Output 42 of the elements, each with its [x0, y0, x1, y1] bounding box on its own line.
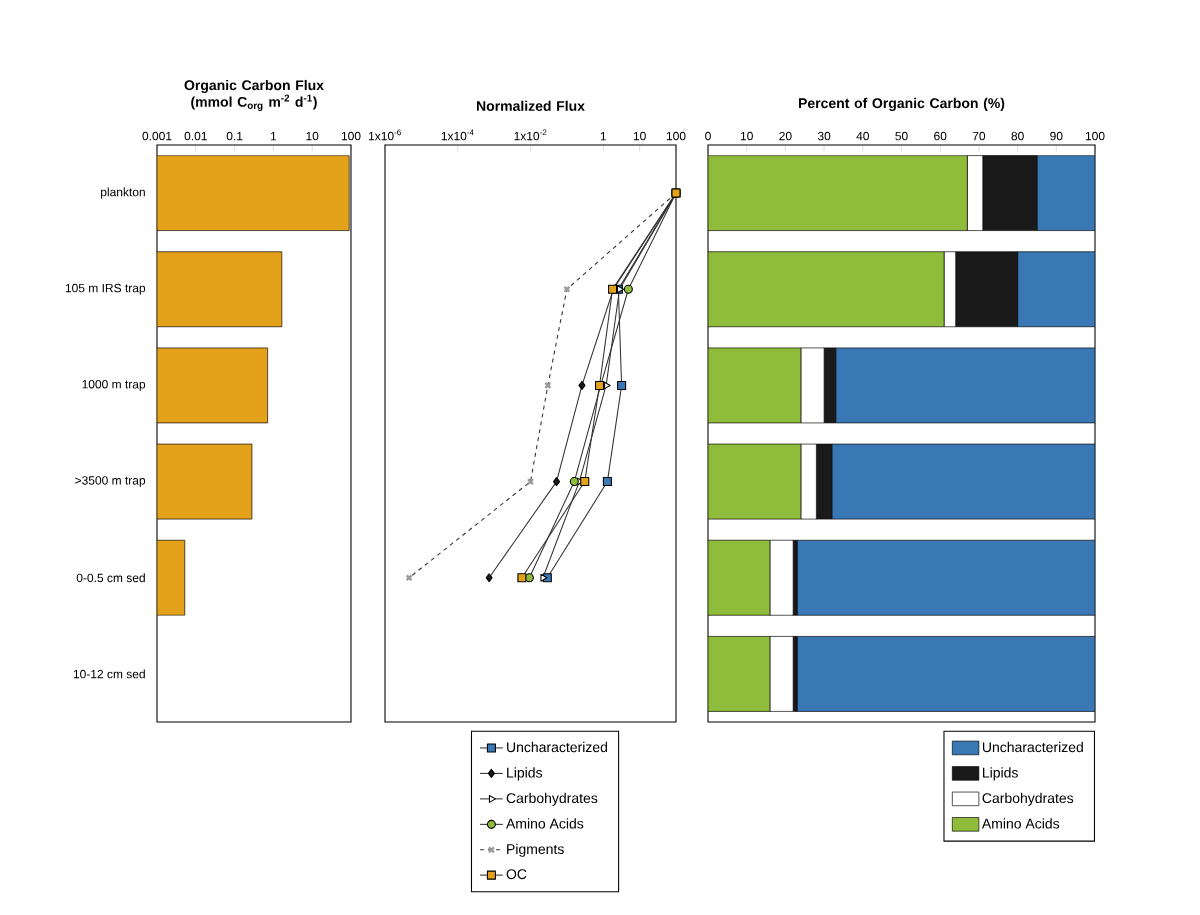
x-tick-label: 1x10$^{-6}$	[369, 129, 401, 141]
y-tick-label: 0-0.5 cm sed	[76, 573, 145, 583]
x-tick-label: 1x10$^{-4}$	[441, 129, 474, 141]
x-tick-label: 10	[633, 131, 646, 141]
x-tick-label: 10	[740, 131, 753, 141]
x-tick-label: 30	[817, 131, 831, 141]
x-tick-label: 60	[934, 131, 947, 141]
chart-title: Percent of Organic Carbon (%)	[798, 97, 1005, 111]
legend-label: Lipids	[507, 767, 543, 781]
x-tick-label: 100	[1085, 131, 1105, 141]
x-tick-label: 1	[600, 132, 606, 141]
x-tick-label: 10	[306, 131, 319, 141]
legend-label: Pigments	[507, 843, 564, 857]
legend-label: Uncharacterized	[507, 741, 608, 753]
chart-title: Organic Carbon Flux (mmol C$_{org}$ m$^{-2}$ d$^{-1}$)	[184, 79, 324, 111]
x-tick-label: 100	[341, 131, 361, 141]
x-tick-label: 0.01	[184, 131, 207, 141]
chart-title: Normalized Flux	[476, 100, 585, 111]
legend-label: Amino Acids	[981, 818, 1060, 829]
y-tick-label: 10-12 cm sed	[73, 669, 145, 679]
y-tick-label: plankton	[101, 187, 145, 199]
x-tick-label: 40	[856, 131, 870, 141]
legend-label: Lipids	[983, 767, 1018, 781]
x-tick-label: 0	[705, 131, 711, 141]
x-tick-label: 80	[1011, 131, 1024, 141]
legend-label: OC	[506, 869, 527, 880]
x-tick-label: 90	[1050, 131, 1063, 141]
x-tick-label: 20	[779, 131, 792, 141]
x-tick-label: 1	[270, 132, 277, 141]
legend-label: Amino Acids	[506, 818, 584, 829]
y-tick-label: 1000 m trap	[82, 379, 146, 391]
legend-label: Carbohydrates	[982, 792, 1074, 806]
x-tick-label: 70	[972, 131, 986, 141]
x-tick-label: 1x10$^{-2}$	[514, 129, 547, 141]
legend-label: Uncharacterized	[982, 741, 1083, 753]
x-tick-label: 100	[666, 131, 686, 141]
y-tick-label: 105 m IRS trap	[65, 283, 146, 295]
x-tick-label: 50	[895, 131, 908, 141]
x-tick-label: 0.1	[226, 131, 243, 141]
legend-label: Carbohydrates	[506, 792, 598, 806]
x-tick-label: 0.001	[142, 131, 172, 141]
y-tick-label: >3500 m trap	[75, 476, 146, 488]
